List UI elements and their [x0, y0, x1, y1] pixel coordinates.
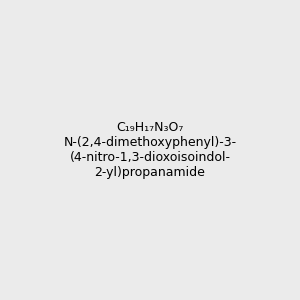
Text: C₁₉H₁₇N₃O₇
N-(2,4-dimethoxyphenyl)-3-
(4-nitro-1,3-dioxoisoindol-
2-yl)propanami: C₁₉H₁₇N₃O₇ N-(2,4-dimethoxyphenyl)-3- (4… [63, 121, 237, 179]
